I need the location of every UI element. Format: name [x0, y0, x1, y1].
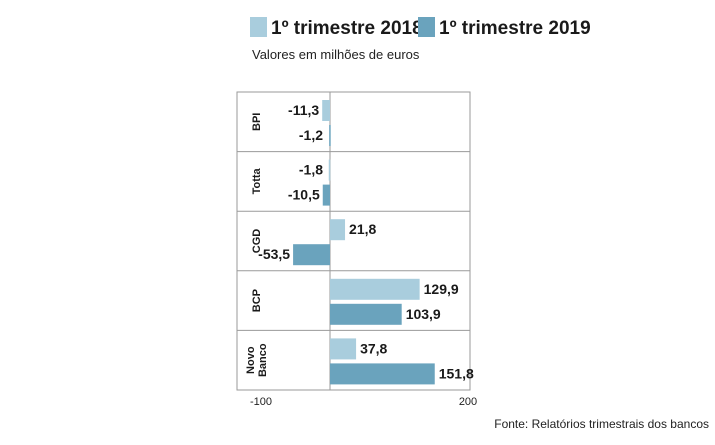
category-separators: [237, 151, 470, 331]
value-label-cgd-2019: -53,5: [258, 246, 290, 262]
value-labels: -11,3 -1,2 -1,8 -10,5 21,8 -53,5 129,9 103,9 37,…: [258, 102, 474, 381]
category-labels: BPI Totta CGD BCP NovoBanco: [245, 113, 269, 377]
bars: [293, 100, 435, 385]
chart-subtitle: Valores em milhões de euros: [252, 47, 420, 62]
value-label-bpi-2018: -11,3: [288, 102, 319, 118]
legend-swatch-2018: [250, 17, 267, 37]
bar-cgd-2019: [293, 244, 330, 266]
value-label-bcp-2018: 129,9: [424, 281, 459, 297]
value-label-novo-banco-2018: 37,8: [360, 340, 387, 356]
bar-totta-2018: [328, 159, 331, 181]
source-note: Fonte: Relatórios trimestrais dos bancos: [494, 417, 709, 431]
x-tick-label: 200: [459, 396, 477, 408]
bar-totta-2019: [322, 184, 330, 206]
legend-label-2019: 1º trimestre 2019: [439, 18, 591, 39]
x-tick-label: -100: [250, 396, 272, 408]
value-label-bcp-2019: 103,9: [406, 306, 441, 322]
category-label-novo-banco: NovoBanco: [245, 343, 269, 377]
bar-bcp-2019: [330, 303, 402, 325]
bar-bpi-2019: [329, 125, 331, 146]
category-label-cgd: CGD: [251, 229, 263, 254]
bar-novo-banco-2018: [330, 338, 357, 360]
legend-swatch-2019: [418, 17, 435, 37]
value-label-novo-banco-2019: 151,8: [439, 365, 474, 381]
legend-label-2018: 1º trimestre 2018: [271, 18, 423, 39]
value-label-totta-2018: -1,8: [299, 162, 323, 178]
x-tick-labels: -100 200: [250, 396, 477, 408]
legend: 1º trimestre 2018 1º trimestre 2019: [250, 17, 591, 39]
value-label-cgd-2018: 21,8: [349, 221, 376, 237]
bar-cgd-2018: [330, 219, 346, 241]
bar-novo-banco-2019: [330, 363, 435, 385]
category-label-bpi: BPI: [251, 113, 263, 131]
category-label-totta: Totta: [251, 167, 263, 194]
category-label-bcp: BCP: [251, 289, 263, 312]
bar-bpi-2018: [322, 100, 330, 121]
plot-frame: [236, 91, 471, 391]
value-label-totta-2019: -10,5: [288, 187, 320, 203]
value-label-bpi-2019: -1,2: [299, 127, 323, 143]
bar-bcp-2018: [330, 278, 420, 300]
